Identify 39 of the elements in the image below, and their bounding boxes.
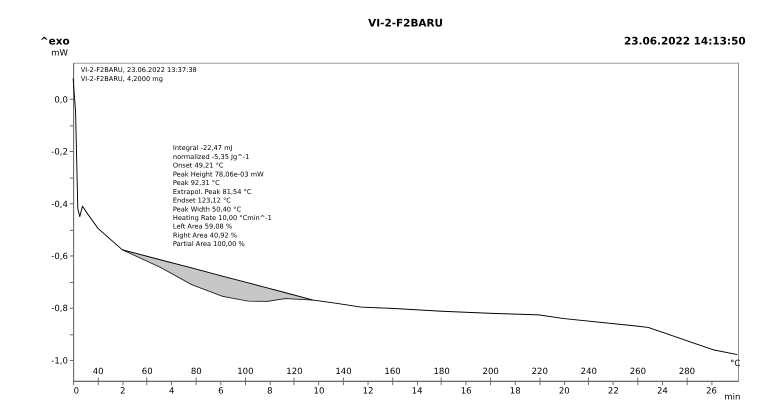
x2-tick-label: 40 bbox=[92, 366, 104, 377]
y-tick-label: -0,8 bbox=[51, 304, 68, 314]
x-tick-label: 10 bbox=[314, 386, 324, 397]
x-tick-label: 4 bbox=[169, 386, 174, 397]
x-tick-label: 18 bbox=[510, 386, 521, 397]
x2-tick-label: 260 bbox=[630, 366, 646, 377]
y-tick-label: -0,4 bbox=[51, 200, 68, 210]
x2-tick-label: 100 bbox=[237, 366, 254, 377]
x2-tick-label: 80 bbox=[190, 366, 202, 377]
x2-tick-label: 180 bbox=[433, 366, 450, 377]
x2-tick-label: 240 bbox=[580, 366, 597, 377]
x-tick-label: 14 bbox=[412, 386, 423, 397]
x2-tick-label: 60 bbox=[142, 366, 153, 377]
x2-tick-label: 280 bbox=[678, 366, 696, 377]
x2-tick-label: 200 bbox=[482, 366, 499, 377]
y-tick-label: -1,0 bbox=[51, 356, 68, 366]
x-tick-label: 2 bbox=[120, 386, 126, 397]
x-tick-label: 12 bbox=[362, 386, 374, 397]
x-axis-title: min bbox=[724, 392, 740, 402]
x-tick-label: 26 bbox=[706, 386, 717, 397]
x2-tick-label: 220 bbox=[532, 366, 548, 377]
text: ^exo bbox=[40, 36, 70, 48]
y-tick-label: 0,0 bbox=[54, 96, 68, 106]
x-tick-label: 8 bbox=[267, 386, 273, 397]
y-tick-label: -0,2 bbox=[51, 148, 68, 158]
text: 23.06.2022 14:13:50 bbox=[624, 36, 746, 48]
x-tick-label: 24 bbox=[656, 386, 668, 397]
x2-tick-label: 140 bbox=[335, 366, 352, 377]
x2-tick-label: 120 bbox=[286, 366, 303, 377]
x2-axis-title: °C bbox=[730, 359, 740, 370]
x-tick-label: 22 bbox=[608, 386, 619, 397]
x-tick-label: 6 bbox=[218, 386, 224, 397]
x-tick-label: 16 bbox=[460, 386, 472, 397]
y-tick-label: -0,6 bbox=[51, 252, 68, 262]
y-axis-title: mW bbox=[51, 48, 68, 59]
chart-title: VI-2-F2BARU bbox=[368, 18, 443, 30]
x-tick-label: 20 bbox=[558, 386, 570, 397]
x-tick-label: 0 bbox=[74, 386, 80, 397]
x2-tick-label: 160 bbox=[384, 366, 401, 377]
